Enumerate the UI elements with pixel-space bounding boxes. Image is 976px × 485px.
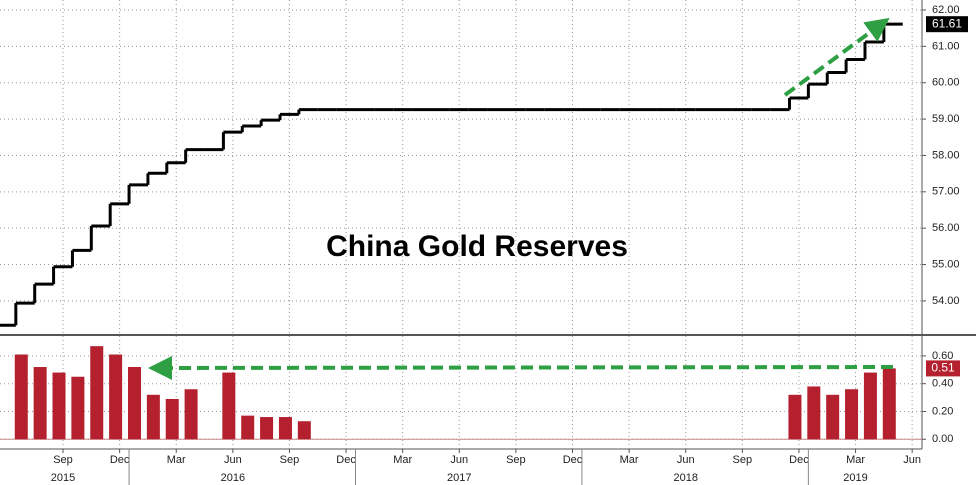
y-tick-label: 61.00 xyxy=(932,40,960,52)
x-tick-label: Mar xyxy=(167,454,186,466)
bar xyxy=(109,354,123,440)
bar xyxy=(260,417,274,440)
year-label: 2018 xyxy=(673,472,697,484)
last-value-box xyxy=(926,360,960,377)
x-tick-label: Dec xyxy=(563,454,583,466)
year-label: 2017 xyxy=(447,472,471,484)
y-tick-label: 0.60 xyxy=(932,350,953,362)
bar xyxy=(71,376,85,440)
y-tick-label: 56.00 xyxy=(932,222,960,234)
y-tick-label: 59.00 xyxy=(932,113,960,125)
last-value-label: 61.61 xyxy=(932,16,962,30)
x-tick-label: Sep xyxy=(280,454,300,466)
year-label: 2016 xyxy=(221,472,245,484)
bar xyxy=(845,389,859,440)
x-tick-label: Jun xyxy=(903,454,921,466)
bar xyxy=(826,394,840,440)
x-tick-label: Jun xyxy=(677,454,695,466)
bar xyxy=(807,386,821,440)
x-tick-label: Sep xyxy=(506,454,526,466)
bar xyxy=(241,415,255,440)
x-tick-label: Sep xyxy=(53,454,73,466)
bar xyxy=(297,421,311,440)
bar xyxy=(52,372,66,440)
bar xyxy=(788,394,802,440)
y-tick-label: 60.00 xyxy=(932,77,960,89)
x-tick-label: Dec xyxy=(110,454,130,466)
trend-arrow xyxy=(783,17,890,97)
y-tick-label: 57.00 xyxy=(932,186,960,198)
x-tick-label: Jun xyxy=(224,454,242,466)
last-value-label: 0.51 xyxy=(931,361,955,375)
y-tick-label: 0.40 xyxy=(932,378,953,390)
bar xyxy=(14,354,28,440)
x-tick-label: Mar xyxy=(846,454,865,466)
bar xyxy=(222,372,236,440)
bar xyxy=(278,417,292,440)
x-tick-label: Mar xyxy=(620,454,639,466)
bar xyxy=(127,367,141,440)
y-tick-label: 55.00 xyxy=(932,258,960,270)
bar xyxy=(33,367,47,440)
x-tick-label: Dec xyxy=(336,454,356,466)
reference-arrow xyxy=(148,355,894,380)
bar xyxy=(863,372,877,440)
bar xyxy=(882,368,896,440)
bar xyxy=(165,398,179,440)
y-tick-label: 0.20 xyxy=(932,405,953,417)
y-tick-label: 62.00 xyxy=(932,4,960,16)
year-label: 2015 xyxy=(51,472,75,484)
bar xyxy=(146,394,160,440)
x-tick-label: Mar xyxy=(393,454,412,466)
y-tick-label: 54.00 xyxy=(932,295,960,307)
y-tick-label: 0.00 xyxy=(932,433,953,445)
x-tick-label: Dec xyxy=(789,454,809,466)
year-label: 2019 xyxy=(843,472,867,484)
bar xyxy=(90,346,104,440)
x-tick-label: Sep xyxy=(733,454,753,466)
last-value-box xyxy=(926,16,968,33)
y-tick-label: 58.00 xyxy=(932,149,960,161)
chart-title: China Gold Reserves xyxy=(326,230,628,263)
bar xyxy=(184,389,198,440)
x-tick-label: Jun xyxy=(450,454,468,466)
